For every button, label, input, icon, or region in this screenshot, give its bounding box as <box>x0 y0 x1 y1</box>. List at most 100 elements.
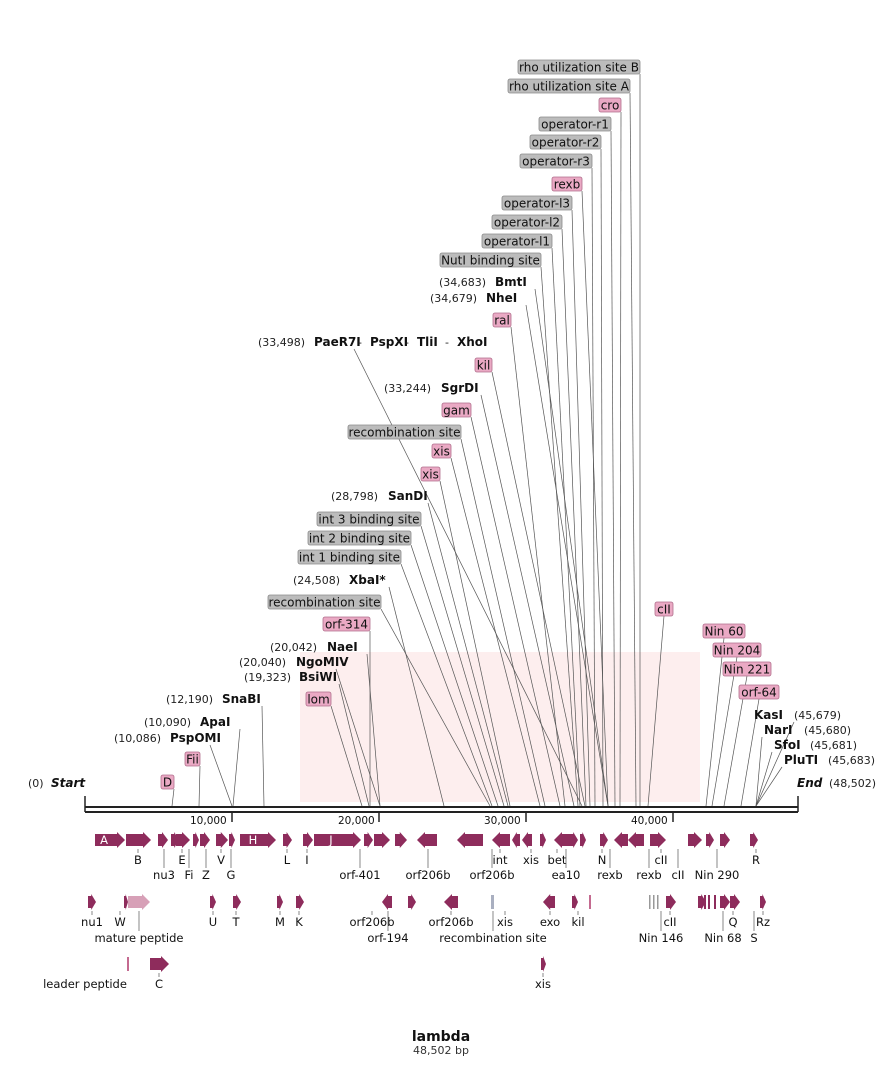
enzyme-separator: - <box>445 336 449 349</box>
gene-arrow <box>522 832 532 848</box>
leader-line <box>755 766 783 807</box>
gene-arrow <box>570 832 578 848</box>
gene-block <box>657 895 659 909</box>
gene-block <box>704 895 706 909</box>
gene-label: Q <box>728 915 737 929</box>
enzyme-name: TliI <box>417 335 438 349</box>
map-title: lambda <box>412 1029 470 1045</box>
gene-arrow <box>150 956 169 972</box>
leader-line <box>330 705 363 807</box>
enzyme-position: (34,683) <box>439 276 486 289</box>
leader-line <box>427 502 509 807</box>
feature-label-box <box>474 357 493 373</box>
gene-arrow <box>600 832 608 848</box>
gene-label: orf-401 <box>339 868 380 882</box>
gene-inner-label: H <box>249 833 258 847</box>
gene-arrow <box>554 832 570 848</box>
gene-arrow <box>158 832 168 848</box>
enzyme-position: (20,040) <box>239 656 286 669</box>
feature-label-box <box>712 642 762 658</box>
enzyme-separator: - <box>405 336 409 349</box>
enzyme-name: SgrDI <box>441 381 479 395</box>
enzyme-name: PspOMI <box>170 731 221 745</box>
leader-line <box>534 288 609 807</box>
gene-label: R <box>752 853 760 867</box>
gene-label: Z <box>202 868 210 882</box>
gene-label: E <box>178 853 185 867</box>
leader-line <box>261 705 265 807</box>
gene-label: L <box>284 853 291 867</box>
gene-label: I <box>305 853 308 867</box>
enzyme-position: (45,683) <box>828 754 875 767</box>
feature-label-box <box>307 530 412 546</box>
gene-arrow <box>382 894 392 910</box>
leader-line <box>540 266 579 807</box>
gene-label: rexb <box>636 868 661 882</box>
gene-arrow <box>720 832 730 848</box>
gene-inner-label: J <box>328 833 332 847</box>
gene-label: xis <box>497 915 513 929</box>
enzyme-name: XbaI* <box>349 573 386 587</box>
feature-label: int 1 binding site <box>299 551 400 565</box>
gene-block <box>653 895 655 909</box>
gene-label: B <box>134 853 142 867</box>
gene-arrow <box>666 894 676 910</box>
leader-line <box>366 653 381 807</box>
enzyme-position: (12,190) <box>166 693 213 706</box>
feature-label-box <box>538 116 612 132</box>
enzyme-name: SfoI <box>774 738 801 752</box>
gene-label: cII <box>663 915 676 929</box>
leader-line <box>410 544 499 807</box>
gene-block <box>708 895 710 909</box>
gene-label: nu1 <box>81 915 103 929</box>
gene-arrow <box>543 894 555 910</box>
leader-line <box>600 148 604 807</box>
gene-label: leader peptide <box>43 977 127 991</box>
feature-label: D <box>163 776 172 790</box>
feature-label: Nin 204 <box>714 644 761 658</box>
ruler-tick-label: 40,000 <box>631 815 668 827</box>
gene-label: exo <box>540 915 560 929</box>
leader-line <box>470 416 561 807</box>
feature-label: int 2 binding site <box>309 532 410 546</box>
leader-line <box>551 247 581 807</box>
gene-label: Nin 68 <box>704 931 741 945</box>
gene-arrow <box>417 832 437 848</box>
gene-label: int <box>493 853 508 867</box>
gene-arrow <box>88 894 96 910</box>
gene-arrow <box>580 832 586 848</box>
leader-line <box>610 130 616 807</box>
leader-line <box>450 457 541 807</box>
ruler-tick-label: 20,000 <box>338 815 375 827</box>
gene-arrow <box>303 832 313 848</box>
gene-arrow <box>200 832 210 848</box>
gene-label: bet <box>548 853 567 867</box>
leader-line <box>439 480 511 807</box>
start-position: (0) <box>28 777 44 790</box>
gene-block <box>649 895 651 909</box>
enzyme-name: XhoI <box>457 335 488 349</box>
leader-line <box>400 563 493 807</box>
enzyme-name: KasI <box>754 708 783 722</box>
gene-label: cII <box>671 868 684 882</box>
gene-label: recombination site <box>439 931 546 945</box>
feature-label: operator-l2 <box>494 216 560 230</box>
feature-label-box <box>441 402 472 418</box>
enzyme-name: NarI <box>764 723 793 737</box>
leader-line <box>591 167 596 807</box>
enzyme-position: (19,323) <box>244 671 291 684</box>
enzyme-position: (34,679) <box>430 292 477 305</box>
gene-arrow <box>210 894 216 910</box>
feature-label: orf-314 <box>325 618 368 632</box>
leader-line <box>198 765 201 807</box>
gene-label: Nin 290 <box>695 868 740 882</box>
leader-lines <box>171 74 795 807</box>
feature-label-box <box>439 252 542 268</box>
feature-label: operator-l3 <box>504 197 570 211</box>
feature-label: Fii <box>186 753 199 767</box>
enzyme-name: ApaI <box>200 715 230 729</box>
enzyme-name: PluTI <box>784 753 818 767</box>
gene-label: G <box>227 868 236 882</box>
